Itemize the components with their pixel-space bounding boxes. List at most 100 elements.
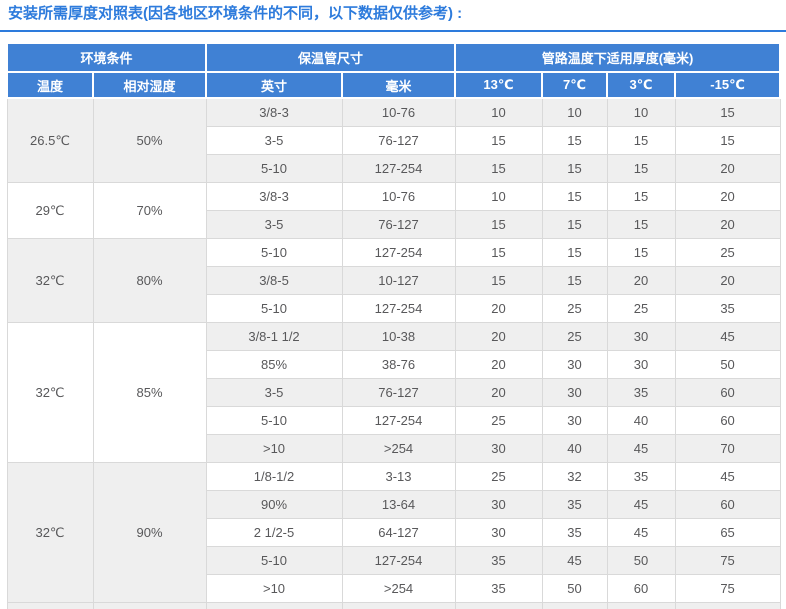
mm-cell: 127-254 <box>341 294 456 323</box>
thickness-value-cell: 35 <box>454 546 543 575</box>
thickness-value-cell: 35 <box>606 462 676 491</box>
thickness-value-cell: 20 <box>606 266 676 295</box>
mm-cell: 127-254 <box>341 406 456 435</box>
thickness-value-cell: 15 <box>454 154 543 183</box>
thickness-value-cell: 50 <box>541 574 608 603</box>
thickness-value-cell: 20 <box>674 266 781 295</box>
inch-cell: 5-10 <box>205 154 343 183</box>
humidity-cell: 70% <box>92 182 207 239</box>
mm-cell: 10-76 <box>341 182 456 211</box>
thickness-value-cell: 20 <box>454 294 543 323</box>
inch-cell: 3-5 <box>205 378 343 407</box>
thickness-value-cell: 15 <box>674 126 781 155</box>
column-header-temperature: 温度 <box>6 71 94 99</box>
thickness-value-cell: 15 <box>541 126 608 155</box>
table-row: 90% 13-64 30 35 45 60 <box>7 490 781 519</box>
partial-cell <box>205 602 343 609</box>
table-row: 85% 38-76 20 30 30 50 <box>7 350 781 379</box>
header-applicable-thickness: 管路温度下适用厚度(毫米) <box>454 42 782 73</box>
partial-cell <box>674 602 781 609</box>
thickness-value-cell: 20 <box>674 182 781 211</box>
table-row: 3-5 76-127 15 15 15 15 <box>7 126 781 155</box>
inch-cell: 5-10 <box>205 406 343 435</box>
partial-cell <box>541 602 608 609</box>
inch-cell: 85% <box>205 350 343 379</box>
header-insulation-pipe-size: 保温管尺寸 <box>205 42 457 73</box>
thickness-value-cell: 60 <box>674 406 781 435</box>
thickness-value-cell: 30 <box>606 322 676 351</box>
thickness-value-cell: 50 <box>674 350 781 379</box>
header-environment-conditions: 环境条件 <box>5 42 208 73</box>
table-row: 2 1/2-5 64-127 30 35 45 65 <box>7 518 781 547</box>
thickness-value-cell: 10 <box>606 97 676 127</box>
thickness-value-cell: 20 <box>674 210 781 239</box>
thickness-value-cell: 40 <box>606 406 676 435</box>
table-row: >10 >254 30 40 45 70 <box>7 434 781 463</box>
mm-cell: 127-254 <box>341 546 456 575</box>
thickness-value-cell: 15 <box>454 126 543 155</box>
thickness-value-cell: 40 <box>541 434 608 463</box>
column-header-humidity: 相对湿度 <box>91 71 208 99</box>
thickness-value-cell: 32 <box>541 462 608 491</box>
column-header-13c: 13℃ <box>454 71 544 99</box>
thickness-value-cell: 45 <box>674 322 781 351</box>
header-group-row: 环境条件 保温管尺寸 管路温度下适用厚度(毫米) <box>5 42 782 73</box>
partial-cell <box>6 602 94 609</box>
thickness-value-cell: 35 <box>541 490 608 519</box>
mm-cell: 76-127 <box>341 126 456 155</box>
table-row: 5-10 127-254 20 25 25 35 <box>7 294 781 323</box>
inch-cell: >10 <box>205 434 343 463</box>
table-body: 26.5℃ 50% 3/8-3 10-76 10 10 10 15 3-5 76-127 15 15 1… <box>6 97 781 609</box>
header-columns-row: 温度 相对湿度 英寸 毫米 13℃ 7℃ 3℃ -15℃ <box>6 71 782 99</box>
thickness-value-cell: 10 <box>454 182 543 211</box>
thickness-value-cell: 60 <box>674 378 781 407</box>
thickness-value-cell: 15 <box>606 182 676 211</box>
mm-cell: 76-127 <box>341 210 456 239</box>
thickness-value-cell: 45 <box>674 462 781 491</box>
thickness-value-cell: 15 <box>454 210 543 239</box>
thickness-value-cell: 35 <box>606 378 676 407</box>
mm-cell: 10-127 <box>341 266 456 295</box>
thickness-value-cell: 75 <box>674 546 781 575</box>
page-title: 安装所需厚度对照表(因各地区环境条件的不同，以下数据仅供参考) : <box>8 5 463 22</box>
humidity-cell: 80% <box>92 238 207 323</box>
column-header-mm: 毫米 <box>341 71 457 99</box>
inch-cell: 5-10 <box>205 294 343 323</box>
table-row: 5-10 127-254 35 45 50 75 <box>7 546 781 575</box>
inch-cell: 3/8-3 <box>205 97 343 127</box>
column-header-inch: 英寸 <box>205 71 344 99</box>
thickness-value-cell: 15 <box>606 238 676 267</box>
thickness-value-cell: 70 <box>674 434 781 463</box>
thickness-value-cell: 20 <box>454 350 543 379</box>
thickness-value-cell: 15 <box>541 154 608 183</box>
mm-cell: 38-76 <box>341 350 456 379</box>
table-row: 32℃ 90% 1/8-1/2 3-13 25 32 35 45 <box>6 462 781 603</box>
thickness-value-cell: 20 <box>454 378 543 407</box>
thickness-value-cell: 25 <box>454 462 543 491</box>
inch-cell: 1/8-1/2 <box>205 462 343 491</box>
thickness-value-cell: 15 <box>674 97 781 127</box>
thickness-value-cell: 10 <box>541 97 608 127</box>
inch-cell: 90% <box>205 490 343 519</box>
thickness-value-cell: 30 <box>606 350 676 379</box>
thickness-value-cell: 15 <box>541 210 608 239</box>
thickness-value-cell: 65 <box>674 518 781 547</box>
mm-cell: >254 <box>341 574 456 603</box>
inch-cell: 3/8-5 <box>205 266 343 295</box>
thickness-value-cell: 60 <box>606 574 676 603</box>
column-header-7c: 7℃ <box>541 71 609 99</box>
mm-cell: 10-38 <box>341 322 456 351</box>
thickness-value-cell: 30 <box>541 406 608 435</box>
table-row: 5-10 127-254 15 15 15 20 <box>7 154 781 183</box>
thickness-value-cell: 25 <box>606 294 676 323</box>
inch-cell: 3-5 <box>205 126 343 155</box>
thickness-value-cell: 25 <box>541 294 608 323</box>
thickness-value-cell: 20 <box>674 154 781 183</box>
mm-cell: 10-76 <box>341 97 456 127</box>
thickness-value-cell: 15 <box>541 182 608 211</box>
thickness-reference-table: 环境条件 保温管尺寸 管路温度下适用厚度(毫米) 温度 相对湿度 英寸 毫米 1… <box>5 42 782 609</box>
thickness-value-cell: 35 <box>454 574 543 603</box>
inch-cell: 2 1/2-5 <box>205 518 343 547</box>
inch-cell: 5-10 <box>205 546 343 575</box>
thickness-value-cell: 45 <box>606 434 676 463</box>
